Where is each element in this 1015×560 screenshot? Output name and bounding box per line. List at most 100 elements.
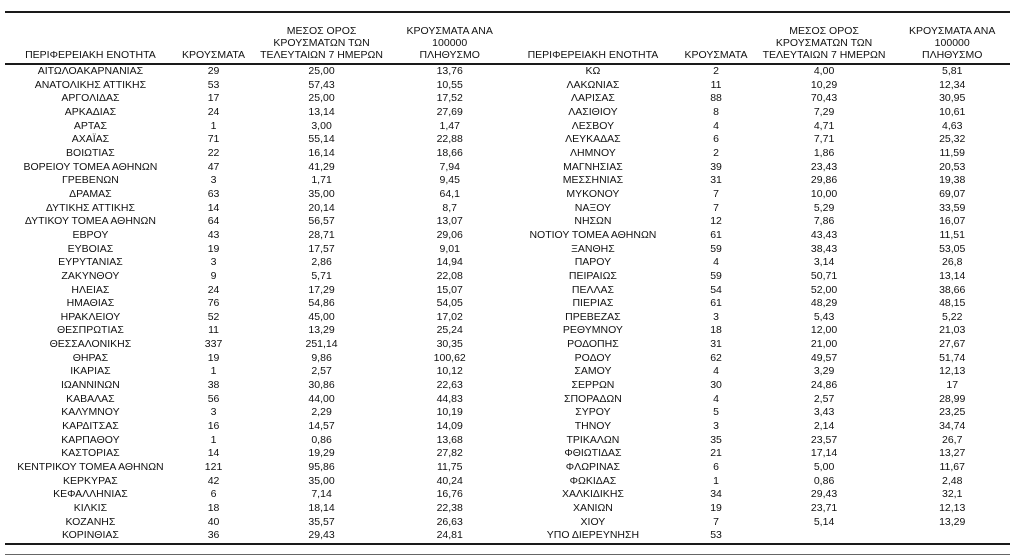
per100k-cell: 10,19 (436, 406, 463, 419)
region-cell: ΑΝΑΤΟΛΙΚΗΣ ΑΤΤΙΚΗΣ (34, 78, 147, 91)
avg7-cell: 43,43 (810, 228, 838, 241)
table-row: ΛΑΚΩΝΙΑΣ 11 10,29 12,34 (508, 79, 1011, 93)
cases-cell: 11 (710, 78, 722, 91)
table-row: ΝΗΣΩΝ 12 7,86 16,07 (508, 215, 1011, 229)
header-cases: ΚΡΟΥΣΜΑΤΑ (175, 13, 252, 65)
table-row: ΤΡΙΚΑΛΩΝ 35 23,57 26,7 (508, 434, 1011, 448)
regional-cases-table-left: ΠΕΡΙΦΕΡΕΙΑΚΗ ΕΝΟΤΗΤΑ ΚΡΟΥΣΜΑΤΑ ΜΕΣΟΣ ΟΡΟ… (5, 13, 508, 543)
cases-cell: 18 (710, 324, 722, 337)
cases-cell: 43 (207, 228, 220, 241)
table-row: ΛΗΜΝΟΥ 2 1,86 11,59 (508, 147, 1011, 161)
table-body-right: ΚΩ 2 4,00 5,81 ΛΑΚΩΝΙΑΣ 11 10,29 12,34 ΛΑΡΙΣΑΣ 88… (508, 64, 1011, 543)
region-cell: ΗΡΑΚΛΕΙΟΥ (60, 310, 121, 323)
cases-cell: 19 (207, 242, 220, 255)
per100k-cell: 13,07 (436, 215, 463, 228)
cases-cell: 2 (713, 65, 719, 77)
avg7-cell: 2,14 (813, 420, 835, 433)
cases-cell: 7 (713, 187, 719, 200)
avg7-cell: 3,14 (813, 256, 835, 269)
cases-cell: 53 (207, 78, 220, 91)
region-cell: ΣΠΟΡΑΔΩΝ (563, 392, 622, 405)
region-cell: ΕΒΡΟΥ (72, 228, 109, 241)
region-cell: ΜΑΓΝΗΣΙΑΣ (563, 160, 623, 173)
cases-cell: 121 (204, 461, 223, 474)
region-cell: ΔΥΤΙΚΟΥ ΤΟΜΕΑ ΑΘΗΝΩΝ (24, 215, 156, 228)
region-cell: ΠΑΡΟΥ (574, 256, 612, 269)
region-cell: ΛΑΚΩΝΙΑΣ (566, 78, 620, 91)
avg7-cell: 28,71 (308, 228, 335, 241)
cases-cell: 64 (207, 215, 220, 228)
cases-cell: 3 (713, 420, 719, 433)
per100k-cell: 44,83 (436, 392, 463, 405)
region-cell: ΦΩΚΙΔΑΣ (569, 474, 617, 487)
per100k-cell: 8,7 (442, 201, 457, 214)
per100k-cell: 11,51 (939, 228, 965, 241)
per100k-cell: 53,05 (939, 242, 966, 255)
table-row: ΓΡΕΒΕΝΩΝ 3 1,71 9,45 (5, 174, 508, 188)
per100k-cell: 12,34 (939, 78, 966, 91)
avg7-cell: 23,43 (810, 160, 838, 173)
per100k-cell: 28,99 (939, 392, 966, 405)
cases-cell: 4 (713, 365, 719, 378)
cases-cell: 3 (210, 406, 217, 419)
per100k-cell: 19,38 (939, 174, 966, 187)
avg7-cell: 35,00 (308, 187, 335, 200)
per100k-cell: 12,13 (939, 502, 966, 514)
per100k-cell: 34,74 (939, 420, 966, 433)
regional-cases-table-right: ΠΕΡΙΦΕΡΕΙΑΚΗ ΕΝΟΤΗΤΑ ΚΡΟΥΣΜΑΤΑ ΜΕΣΟΣ ΟΡΟ… (507, 13, 1011, 543)
region-cell: ΝΗΣΩΝ (574, 215, 612, 228)
cases-cell: 61 (710, 228, 722, 241)
region-cell: ΚΑΡΔΙΤΣΑΣ (62, 420, 119, 433)
region-cell: ΗΛΕΙΑΣ (71, 283, 110, 296)
header-avg7-last7days: ΜΕΣΟΣ ΟΡΟΣ ΚΡΟΥΣΜΑΤΩΝ ΤΩΝ ΤΕΛΕΥΤΑΙΩΝ 7 Η… (251, 13, 392, 65)
table-row: ΧΙΟΥ 7 5,14 13,29 (508, 516, 1011, 530)
table-row: ΛΕΥΚΑΔΑΣ 6 7,71 25,32 (508, 133, 1011, 147)
region-cell: ΧΑΛΚΙΔΙΚΗΣ (561, 488, 624, 501)
table-header-right: ΠΕΡΙΦΕΡΕΙΑΚΗ ΕΝΟΤΗΤΑ ΚΡΟΥΣΜΑΤΑ ΜΕΣΟΣ ΟΡΟ… (507, 13, 1010, 65)
table-row: ΚΑΣΤΟΡΙΑΣ 14 19,29 27,82 (5, 447, 508, 461)
table-row: ΡΟΔΟΥ 62 49,57 51,74 (508, 352, 1011, 366)
table-row: ΤΗΝΟΥ 3 2,14 34,74 (508, 420, 1011, 434)
avg7-cell: 0,86 (813, 474, 835, 487)
avg7-cell: 23,71 (810, 502, 838, 514)
per100k-cell: 11,75 (436, 461, 463, 474)
avg7-cell: 2,57 (813, 392, 835, 405)
region-cell: ΑΡΚΑΔΙΑΣ (64, 105, 117, 118)
per100k-cell: 48,15 (939, 297, 966, 310)
cases-cell: 38 (207, 379, 220, 392)
cases-cell: 88 (710, 92, 722, 105)
per100k-cell: 5,22 (941, 310, 963, 323)
cases-cell: 3 (210, 256, 217, 269)
avg7-cell: 41,29 (308, 160, 335, 173)
region-cell: ΦΘΙΩΤΙΔΑΣ (564, 447, 622, 460)
cases-cell: 19 (207, 351, 220, 364)
region-cell: ΒΟΡΕΙΟΥ ΤΟΜΕΑ ΑΘΗΝΩΝ (23, 160, 158, 173)
avg7-cell: 9,86 (311, 351, 332, 364)
table-row: ΛΑΣΙΘΙΟΥ 8 7,29 10,61 (508, 106, 1011, 120)
cases-cell: 7 (713, 201, 719, 214)
cases-cell: 1 (210, 433, 217, 446)
table-row: ΞΑΝΘΗΣ 59 38,43 53,05 (508, 243, 1011, 257)
table-row: ΑΡΚΑΔΙΑΣ 24 13,14 27,69 (5, 106, 508, 120)
table-row: ΜΕΣΣΗΝΙΑΣ 31 29,86 19,38 (508, 174, 1011, 188)
per100k-cell: 33,59 (939, 201, 966, 214)
avg7-cell: 23,57 (810, 433, 838, 446)
avg7-cell: 56,57 (308, 215, 335, 228)
table-row: ΜΥΚΟΝΟΥ 7 10,00 69,07 (508, 188, 1011, 202)
table-row: ΘΕΣΣΑΛΟΝΙΚΗΣ 337 251,14 30,35 (5, 338, 508, 352)
per100k-cell (894, 529, 1010, 543)
per100k-cell: 16,76 (436, 488, 463, 501)
table-row: ΦΛΩΡΙΝΑΣ 6 5,00 11,67 (508, 461, 1011, 475)
region-cell: ΣΕΡΡΩΝ (571, 379, 615, 392)
region-cell: ΖΑΚΥΝΘΟΥ (61, 269, 120, 282)
region-cell: ΥΠΟ ΔΙΕΡΕΥΝΗΣΗ (546, 529, 640, 542)
per100k-cell: 21,03 (939, 324, 966, 337)
table-row: ΘΗΡΑΣ 19 9,86 100,62 (5, 352, 508, 366)
region-cell: ΡΟΔΟΠΗΣ (567, 338, 619, 351)
cases-cell: 7 (713, 515, 719, 528)
region-cell: ΘΗΡΑΣ (72, 351, 109, 364)
table-row: ΕΥΡΥΤΑΝΙΑΣ 3 2,86 14,94 (5, 256, 508, 270)
region-cell: ΙΩΑΝΝΙΝΩΝ (60, 379, 120, 392)
avg7-cell: 17,57 (308, 242, 335, 255)
cases-cell: 54 (710, 283, 722, 296)
